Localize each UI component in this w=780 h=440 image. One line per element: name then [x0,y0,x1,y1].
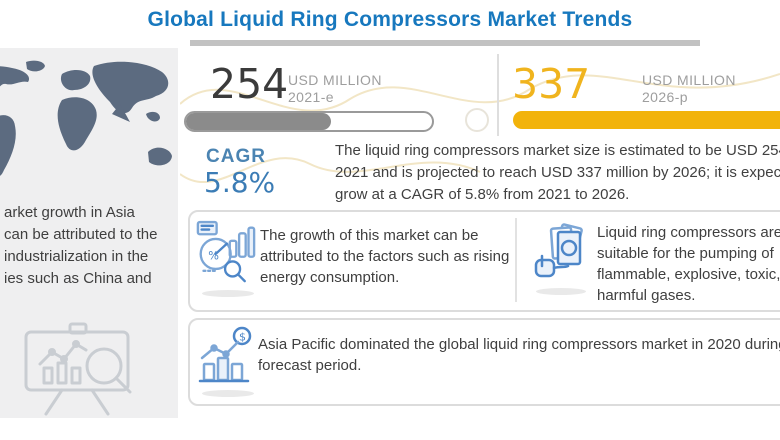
progress-bar-2026 [513,111,780,129]
year-label: 2021-e [288,89,334,105]
market-size-2021-label: USD MILLION 2021-e [288,72,382,106]
left-panel-line: ies such as China and [4,270,152,287]
stat-divider [497,54,499,136]
growth-card-line: The growth of this market can be [260,227,479,244]
growth-card-text: The growth of this market can be attribu… [260,225,509,288]
top-divider-band [190,40,700,46]
unit-label: USD MILLION [288,72,382,88]
suitability-card-line: suitable for the pumping of [597,245,774,262]
market-size-2026-label: USD MILLION 2026-p [642,72,736,106]
money-hand-icon [534,223,583,278]
icon-shadow [202,290,254,297]
left-panel-line: arket growth in Asia [4,204,135,221]
cagr-label: CAGR [206,146,266,167]
market-summary-text: The liquid ring compressors market size … [335,140,780,206]
year-label: 2026-p [642,89,688,105]
card-row: % The growth of this market can be attri… [188,210,780,312]
suitability-card-line: flammable, explosive, toxic, and [597,266,780,283]
presentation-easel-icon [24,322,132,416]
summary-line: 2021 and is projected to reach USD 337 m… [335,164,780,181]
suitability-card-line: Liquid ring compressors are highly [597,224,780,241]
region-card: $ Asia Pacific dominated the global liqu… [188,318,780,406]
page-title: Global Liquid Ring Compressors Market Tr… [147,8,633,31]
bar-chart-dollar-icon: $ [198,326,252,383]
growth-card-line: energy consumption. [260,269,400,286]
icon-shadow [202,390,254,397]
svg-text:$: $ [239,331,246,344]
growth-card-line: attributed to the factors such as rising [260,248,510,265]
left-panel: arket growth in Asia can be attributed t… [0,48,178,418]
region-card-line: forecast period. [258,357,362,374]
progress-bar-2021-fill [186,113,332,130]
cagr-value: 5.8% [204,166,276,199]
left-panel-text: arket growth in Asia can be attributed t… [4,202,157,290]
summary-line: grow at a CAGR of 5.8% from 2021 to 2026… [335,186,630,203]
region-card-text: Asia Pacific dominated the global liquid… [258,334,780,376]
icon-shadow [536,288,586,295]
summary-line: The liquid ring compressors market size … [335,142,780,159]
world-map-icon [0,60,172,176]
left-panel-line: can be attributed to the [4,226,158,243]
suitability-card-line: harmful gases. [597,287,696,304]
left-panel-line: industrialization in the [4,248,149,265]
market-size-2026-value: 337 [512,60,591,108]
unit-label: USD MILLION [642,72,736,88]
card-divider [515,218,517,302]
progress-bar-2021 [184,111,434,132]
market-analysis-icon: % [196,220,256,283]
suitability-card-text: Liquid ring compressors are highly suita… [597,222,780,306]
region-card-line: Asia Pacific dominated the global liquid… [258,336,780,353]
market-size-2021-value: 254 [210,60,289,108]
svg-text:%: % [208,250,219,263]
